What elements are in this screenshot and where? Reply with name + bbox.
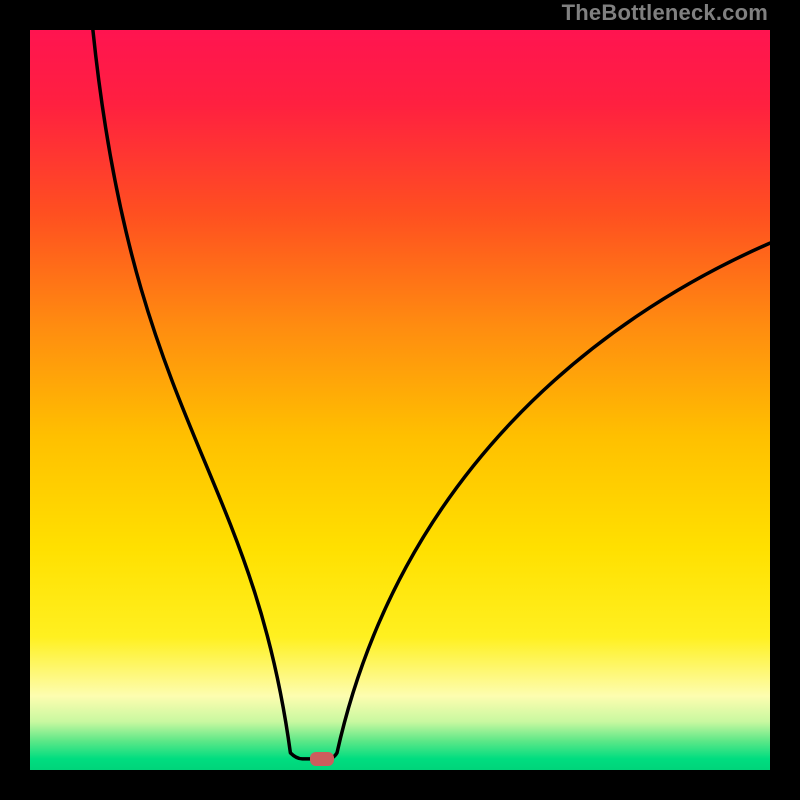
- watermark-text: TheBottleneck.com: [562, 0, 768, 26]
- chart-container: TheBottleneck.com: [0, 0, 800, 800]
- plot-area: [30, 30, 770, 770]
- optimal-point-marker: [310, 752, 334, 766]
